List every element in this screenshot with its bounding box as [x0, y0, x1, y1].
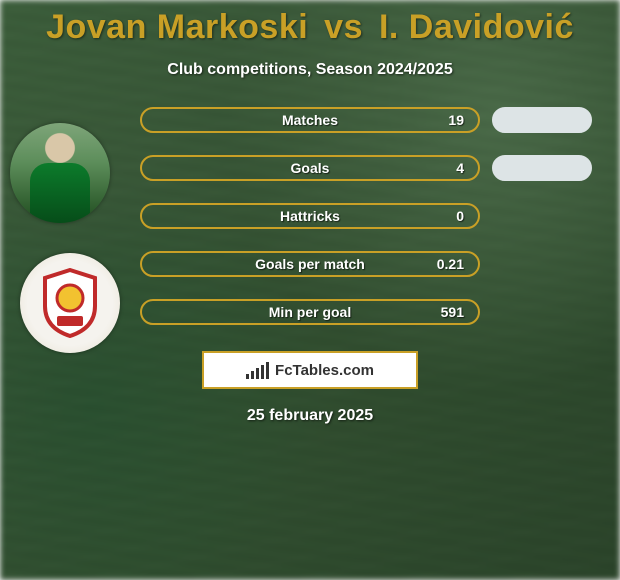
player2-crest — [41, 268, 99, 338]
logo-bar — [256, 368, 259, 379]
stat-value-left: 0.21 — [437, 256, 464, 272]
stat-value-left: 4 — [456, 160, 464, 176]
logo-bars-icon — [246, 362, 269, 379]
date: 25 february 2025 — [0, 407, 620, 425]
stat-pill-left: Goals per match 0.21 — [140, 251, 480, 277]
player1-photo — [10, 123, 110, 223]
stat-pill-left: Goals 4 — [140, 155, 480, 181]
stat-label: Hattricks — [280, 208, 340, 224]
stat-label: Min per goal — [269, 304, 351, 320]
vs-text: vs — [324, 8, 363, 46]
stat-pill-right — [492, 155, 592, 181]
stat-label: Goals per match — [255, 256, 365, 272]
logo-bar — [251, 371, 254, 379]
player2-name: I. Davidović — [379, 8, 574, 46]
player2-crest-bg — [20, 253, 120, 353]
fctables-logo[interactable]: FcTables.com — [202, 351, 418, 389]
logo-bar — [261, 365, 264, 379]
logo-bar — [266, 362, 269, 379]
stat-pill-right — [492, 107, 592, 133]
stat-label: Matches — [282, 112, 338, 128]
stat-pill-left: Matches 19 — [140, 107, 480, 133]
stat-value-left: 591 — [441, 304, 464, 320]
content-overlay: Jovan Markoski vs I. Davidović Club comp… — [0, 0, 620, 580]
player1-avatar — [10, 123, 110, 223]
logo-text: FcTables.com — [275, 362, 374, 379]
subtitle: Club competitions, Season 2024/2025 — [0, 61, 620, 79]
stat-pill-left: Min per goal 591 — [140, 299, 480, 325]
page-title: Jovan Markoski vs I. Davidović — [0, 8, 620, 47]
stat-label: Goals — [291, 160, 330, 176]
stat-value-left: 0 — [456, 208, 464, 224]
player2-avatar — [20, 253, 120, 353]
logo-bar — [246, 374, 249, 379]
stat-pill-left: Hattricks 0 — [140, 203, 480, 229]
player1-name: Jovan Markoski — [46, 8, 308, 46]
stat-value-left: 19 — [448, 112, 464, 128]
